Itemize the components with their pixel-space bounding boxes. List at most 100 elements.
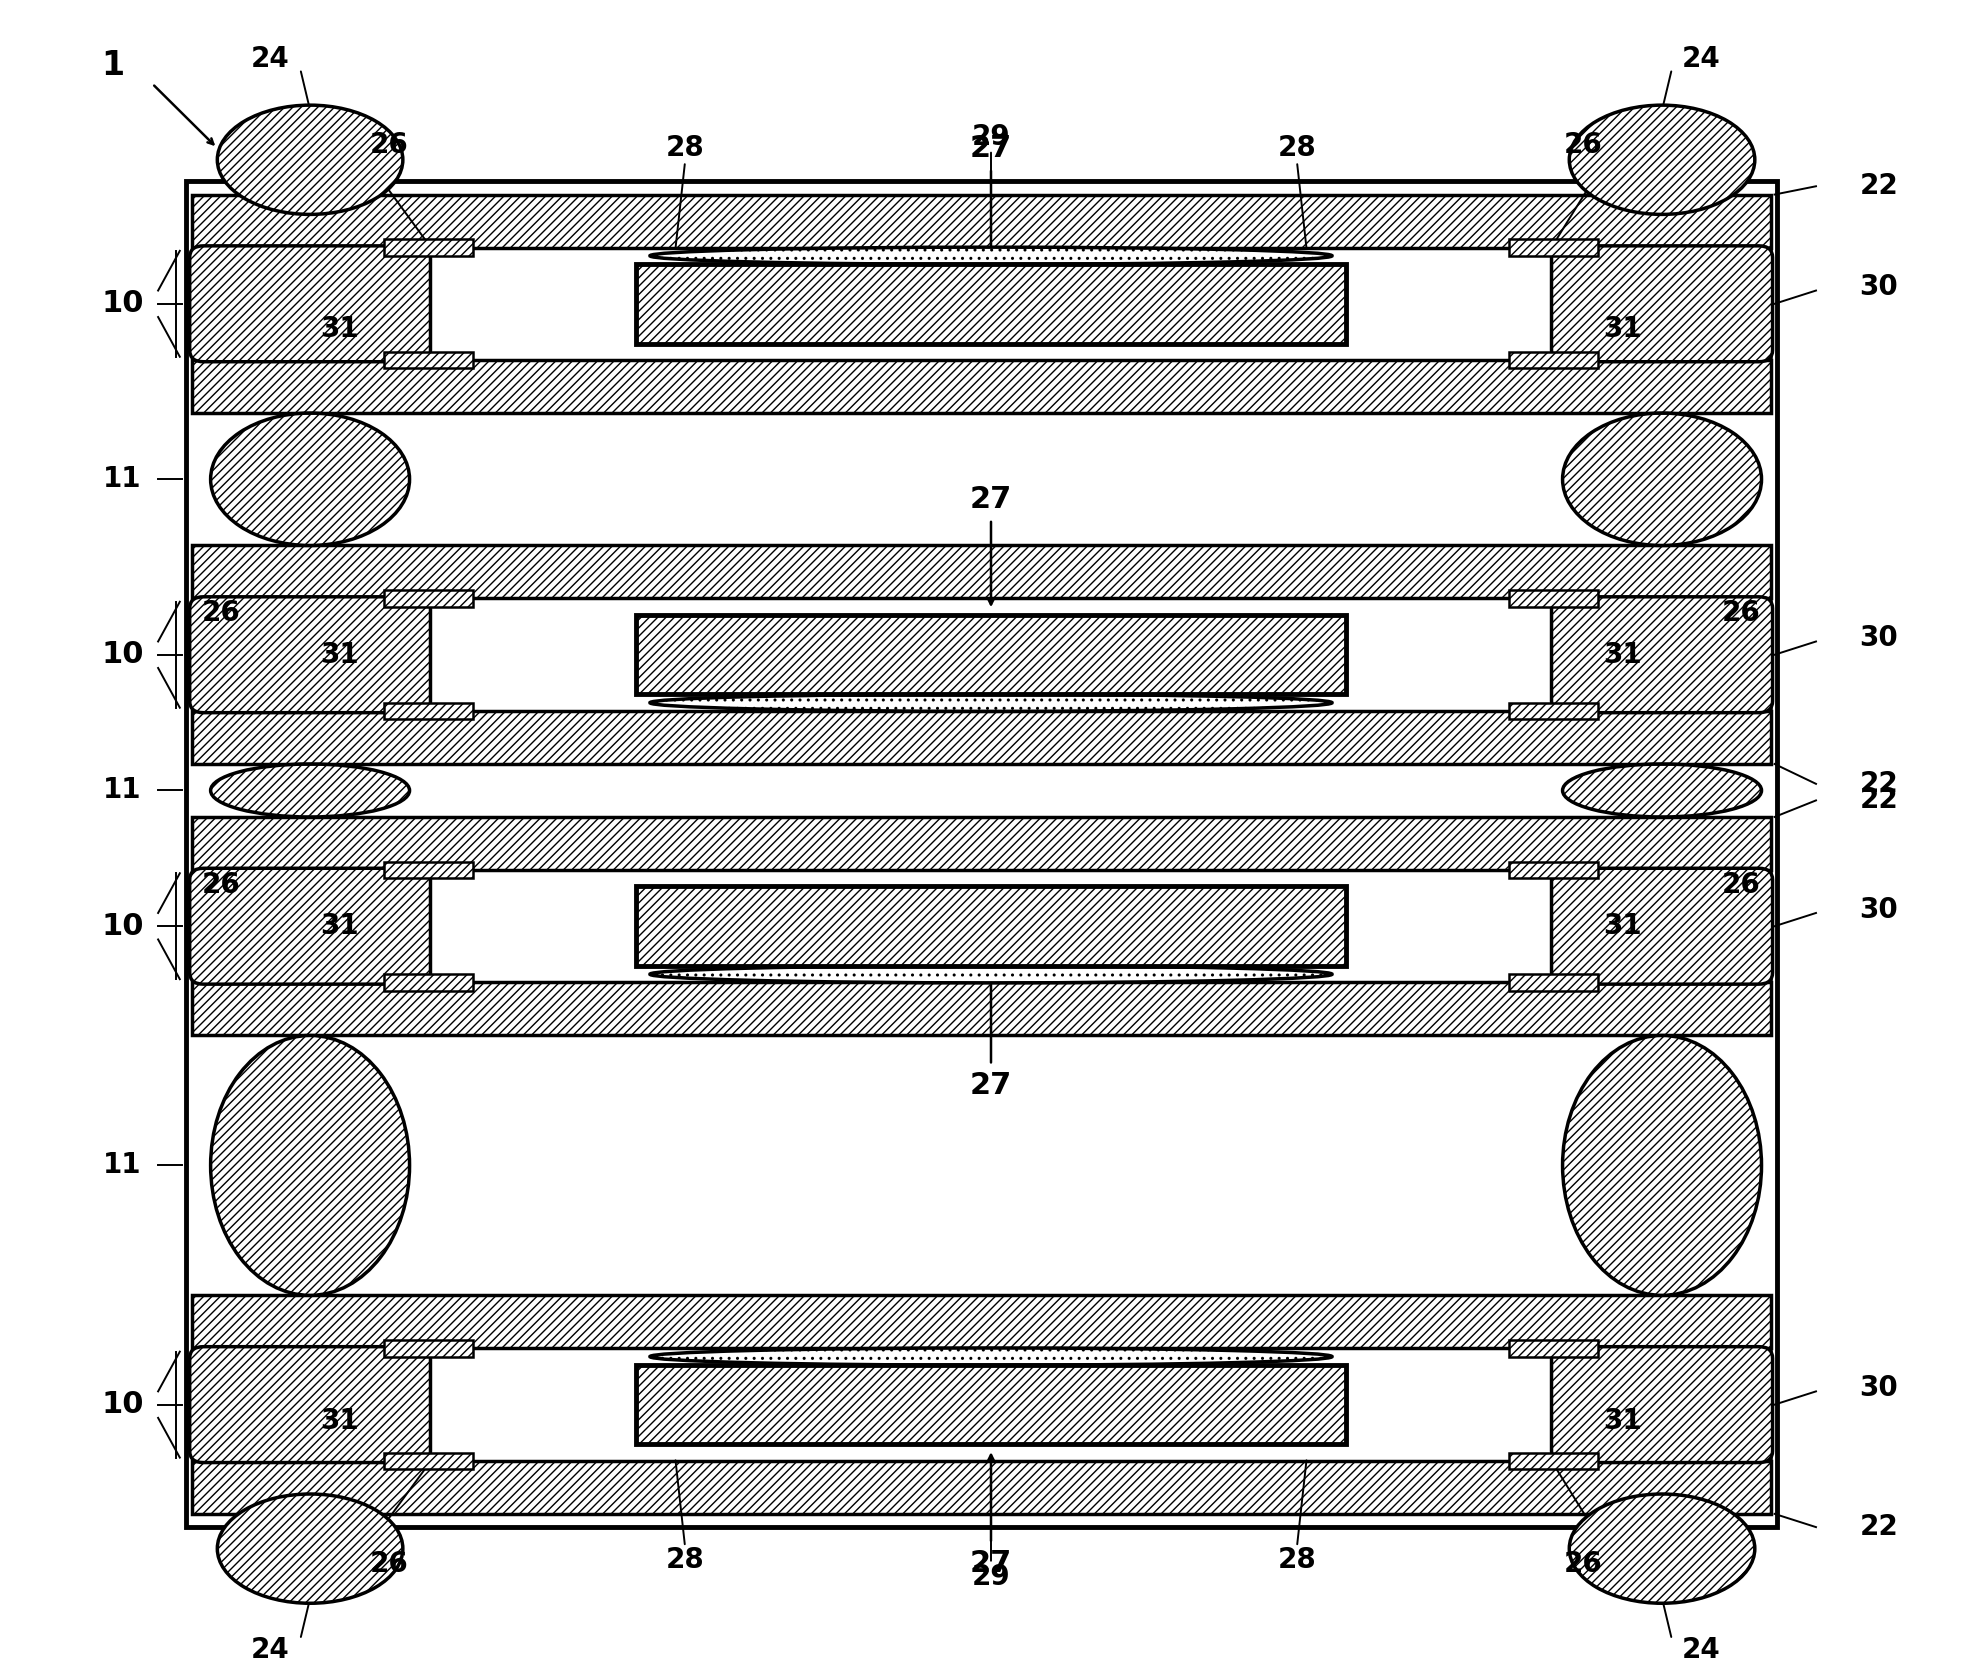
Text: 27: 27 [969, 134, 1013, 162]
Bar [385, 974, 474, 990]
Bar [636, 264, 1346, 344]
Bar [385, 352, 474, 369]
Bar [1508, 974, 1597, 990]
Ellipse shape [210, 1035, 410, 1296]
Bar [192, 194, 1770, 247]
Text: 29: 29 [971, 122, 1011, 150]
Text: 28: 28 [1278, 134, 1316, 162]
Text: 26: 26 [202, 600, 240, 628]
Text: 27: 27 [969, 484, 1013, 514]
Bar [636, 615, 1346, 695]
Ellipse shape [1562, 763, 1762, 817]
Bar [385, 1339, 474, 1356]
Text: 26: 26 [1564, 1550, 1603, 1578]
Bar [186, 182, 1776, 1526]
Bar [1508, 703, 1597, 720]
Bar [192, 1296, 1770, 1348]
FancyBboxPatch shape [1552, 245, 1772, 362]
Bar [192, 598, 1770, 711]
Text: 27: 27 [969, 1070, 1013, 1099]
FancyBboxPatch shape [1552, 596, 1772, 713]
Bar [385, 1453, 474, 1470]
Text: 31: 31 [321, 641, 359, 668]
Text: 26: 26 [371, 130, 408, 159]
Text: 27: 27 [969, 1550, 1013, 1578]
Bar [192, 1348, 1770, 1461]
Text: 22: 22 [1859, 1513, 1899, 1541]
Ellipse shape [650, 695, 1332, 711]
Text: 22: 22 [1859, 787, 1899, 815]
Bar [1508, 590, 1597, 606]
FancyBboxPatch shape [190, 245, 430, 362]
Bar [1508, 1339, 1597, 1356]
Text: 30: 30 [1859, 625, 1899, 653]
Text: 26: 26 [202, 870, 240, 898]
Text: 26: 26 [1722, 870, 1760, 898]
Text: 30: 30 [1859, 274, 1899, 301]
Bar [192, 361, 1770, 412]
Ellipse shape [210, 412, 410, 546]
Text: 10: 10 [101, 289, 145, 319]
Text: 31: 31 [321, 314, 359, 342]
Bar [192, 1461, 1770, 1515]
Text: 31: 31 [1603, 1408, 1641, 1435]
Text: 24: 24 [1683, 45, 1720, 73]
Text: 10: 10 [101, 1389, 145, 1419]
Text: 26: 26 [1722, 600, 1760, 628]
FancyBboxPatch shape [1552, 868, 1772, 984]
Bar [1508, 352, 1597, 369]
Text: 31: 31 [1603, 641, 1641, 668]
Text: 10: 10 [101, 640, 145, 670]
Text: 28: 28 [666, 134, 704, 162]
Text: 11: 11 [103, 466, 143, 493]
Ellipse shape [218, 105, 402, 214]
Text: 30: 30 [1859, 1374, 1899, 1403]
Bar [192, 247, 1770, 361]
Bar [192, 870, 1770, 982]
Bar [1508, 862, 1597, 878]
Bar [1508, 1453, 1597, 1470]
Bar [385, 590, 474, 606]
Text: 31: 31 [321, 912, 359, 940]
Ellipse shape [210, 763, 410, 817]
FancyBboxPatch shape [1552, 1346, 1772, 1463]
Text: 29: 29 [971, 1563, 1011, 1592]
Text: 10: 10 [101, 912, 145, 940]
Bar [636, 887, 1346, 965]
Text: 22: 22 [1859, 770, 1899, 798]
FancyBboxPatch shape [190, 1346, 430, 1463]
Bar [385, 862, 474, 878]
Text: 31: 31 [1603, 912, 1641, 940]
Text: 11: 11 [103, 1151, 143, 1179]
Text: 26: 26 [1564, 130, 1603, 159]
Bar [1508, 239, 1597, 256]
Ellipse shape [650, 247, 1332, 264]
Text: 28: 28 [666, 1546, 704, 1575]
Bar [192, 982, 1770, 1035]
Text: 22: 22 [1859, 172, 1899, 200]
Ellipse shape [1570, 105, 1754, 214]
Text: 31: 31 [1603, 314, 1641, 342]
Ellipse shape [1570, 1495, 1754, 1603]
Text: 26: 26 [371, 1550, 408, 1578]
Ellipse shape [650, 1348, 1332, 1364]
Text: 24: 24 [252, 1635, 289, 1663]
Ellipse shape [1562, 412, 1762, 546]
Ellipse shape [218, 1495, 402, 1603]
Text: 30: 30 [1859, 895, 1899, 924]
Bar [385, 239, 474, 256]
Ellipse shape [1562, 1035, 1762, 1296]
Text: 28: 28 [1278, 1546, 1316, 1575]
Bar [192, 817, 1770, 870]
Bar [385, 703, 474, 720]
Text: 31: 31 [321, 1408, 359, 1435]
FancyBboxPatch shape [190, 596, 430, 713]
Text: 24: 24 [1683, 1635, 1720, 1663]
Text: 11: 11 [103, 777, 143, 805]
Bar [192, 711, 1770, 763]
Bar [192, 546, 1770, 598]
Ellipse shape [650, 965, 1332, 984]
Text: 24: 24 [252, 45, 289, 73]
FancyBboxPatch shape [190, 868, 430, 984]
Bar [636, 1364, 1346, 1445]
